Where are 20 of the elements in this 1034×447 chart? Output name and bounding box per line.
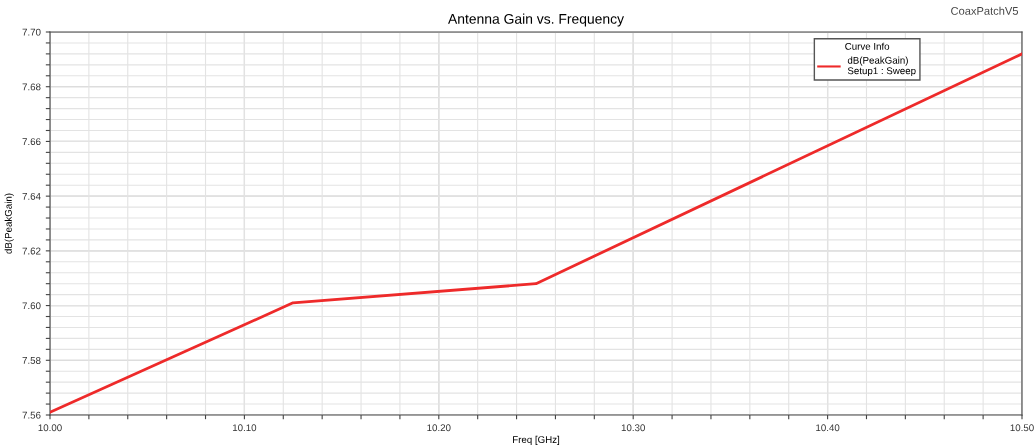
chart-title: Antenna Gain vs. Frequency (448, 13, 624, 27)
y-tick-label: 7.58 (22, 357, 41, 364)
y-tick-label: 7.62 (22, 247, 41, 255)
x-tick-label: 10.30 (621, 424, 645, 432)
y-tick-label: 7.64 (22, 192, 41, 200)
x-tick-label: 10.20 (427, 424, 451, 432)
x-tick-label: 10.10 (232, 424, 257, 432)
x-tick-label: 10.00 (38, 424, 62, 432)
x-tick-label: 10.40 (816, 424, 840, 432)
x-axis-title: Freq [GHz] (513, 435, 560, 445)
y-axis-title: dB(PeakGain) (4, 193, 14, 254)
y-tick-label: 7.56 (22, 411, 41, 419)
y-tick-label: 7.70 (22, 28, 41, 36)
y-tick-label: 7.68 (22, 83, 41, 91)
x-tick-label: 10.50 (1010, 424, 1034, 432)
legend-title: Curve Info (845, 42, 890, 50)
y-tick-label: 7.66 (22, 138, 41, 146)
text: CoaxPatchV5 (951, 6, 1019, 15)
y-tick-label: 7.60 (22, 302, 41, 310)
legend-label: dB(PeakGain) Setup1 : Sweep (847, 56, 916, 77)
